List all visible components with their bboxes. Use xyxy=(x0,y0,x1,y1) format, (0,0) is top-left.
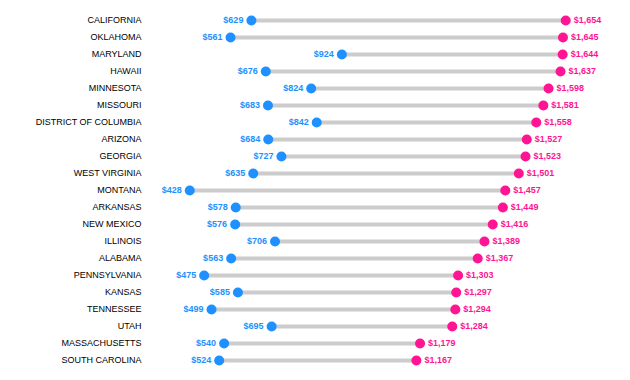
svg-text:GEORGIA: GEORGIA xyxy=(99,151,141,161)
svg-text:$1,654: $1,654 xyxy=(574,15,602,25)
svg-text:$428: $428 xyxy=(162,185,182,195)
svg-text:$824: $824 xyxy=(283,83,303,93)
svg-text:UTAH: UTAH xyxy=(118,321,142,331)
svg-text:$683: $683 xyxy=(240,100,260,110)
svg-text:$676: $676 xyxy=(238,66,258,76)
svg-text:$1,167: $1,167 xyxy=(424,355,452,365)
svg-text:$1,637: $1,637 xyxy=(569,66,597,76)
svg-text:$578: $578 xyxy=(208,202,228,212)
svg-text:$1,179: $1,179 xyxy=(428,338,456,348)
svg-text:TENNESSEE: TENNESSEE xyxy=(87,304,142,314)
svg-text:KANSAS: KANSAS xyxy=(105,287,142,297)
svg-text:$1,501: $1,501 xyxy=(527,168,555,178)
svg-text:$695: $695 xyxy=(244,321,264,331)
svg-text:$499: $499 xyxy=(183,304,203,314)
svg-text:$1,389: $1,389 xyxy=(492,236,520,246)
svg-text:MASSACHUSETTS: MASSACHUSETTS xyxy=(61,338,141,348)
svg-text:$1,416: $1,416 xyxy=(501,219,529,229)
svg-text:$475: $475 xyxy=(176,270,196,280)
svg-text:ARKANSAS: ARKANSAS xyxy=(92,202,141,212)
svg-text:$635: $635 xyxy=(225,168,245,178)
svg-text:$842: $842 xyxy=(289,117,309,127)
svg-text:$684: $684 xyxy=(240,134,260,144)
svg-text:$629: $629 xyxy=(223,15,243,25)
svg-text:MARYLAND: MARYLAND xyxy=(92,49,142,59)
svg-text:$1,645: $1,645 xyxy=(571,32,599,42)
svg-text:SOUTH CAROLINA: SOUTH CAROLINA xyxy=(61,355,141,365)
svg-text:$1,558: $1,558 xyxy=(544,117,572,127)
svg-text:$1,449: $1,449 xyxy=(511,202,539,212)
svg-text:$576: $576 xyxy=(207,219,227,229)
svg-text:$727: $727 xyxy=(253,151,273,161)
svg-text:$1,598: $1,598 xyxy=(557,83,585,93)
svg-text:$563: $563 xyxy=(203,253,223,263)
svg-text:$1,297: $1,297 xyxy=(464,287,492,297)
svg-text:$540: $540 xyxy=(196,338,216,348)
svg-text:$706: $706 xyxy=(247,236,267,246)
svg-text:$924: $924 xyxy=(314,49,334,59)
svg-text:$524: $524 xyxy=(191,355,211,365)
svg-text:NEW MEXICO: NEW MEXICO xyxy=(82,219,141,229)
svg-text:ILLINOIS: ILLINOIS xyxy=(104,236,141,246)
svg-text:MISSOURI: MISSOURI xyxy=(97,100,142,110)
svg-text:$1,523: $1,523 xyxy=(534,151,562,161)
svg-text:WEST VIRGINIA: WEST VIRGINIA xyxy=(74,168,142,178)
svg-text:HAWAII: HAWAII xyxy=(110,66,141,76)
svg-text:$1,303: $1,303 xyxy=(466,270,494,280)
svg-text:ARIZONA: ARIZONA xyxy=(101,134,141,144)
svg-text:MINNESOTA: MINNESOTA xyxy=(89,83,142,93)
svg-text:$1,581: $1,581 xyxy=(551,100,579,110)
svg-text:MONTANA: MONTANA xyxy=(97,185,141,195)
svg-text:ALABAMA: ALABAMA xyxy=(99,253,142,263)
svg-text:$585: $585 xyxy=(210,287,230,297)
svg-text:DISTRICT OF COLUMBIA: DISTRICT OF COLUMBIA xyxy=(36,117,142,127)
svg-text:OKLAHOMA: OKLAHOMA xyxy=(90,32,141,42)
svg-text:PENNSYLVANIA: PENNSYLVANIA xyxy=(74,270,142,280)
svg-text:$561: $561 xyxy=(203,32,223,42)
svg-text:CALIFORNIA: CALIFORNIA xyxy=(87,15,141,25)
svg-text:$1,284: $1,284 xyxy=(460,321,488,331)
svg-text:$1,527: $1,527 xyxy=(535,134,563,144)
svg-text:$1,457: $1,457 xyxy=(513,185,541,195)
svg-text:$1,294: $1,294 xyxy=(463,304,491,314)
svg-text:$1,644: $1,644 xyxy=(571,49,599,59)
svg-text:$1,367: $1,367 xyxy=(486,253,514,263)
